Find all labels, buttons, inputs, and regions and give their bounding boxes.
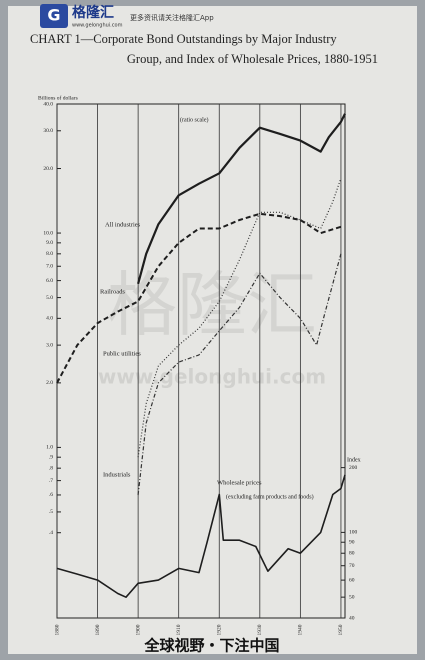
y2-tick-label: 70 [349, 563, 355, 569]
annotation: (excluding farm products and foods) [226, 493, 314, 500]
y-tick-label: 30.0 [43, 128, 53, 134]
y-tick-label: .7 [49, 478, 53, 484]
y2-tick-label: 200 [349, 465, 358, 471]
y2-tick-label: 60 [349, 577, 355, 583]
y2-tick-label: 40 [349, 615, 355, 621]
footer: 全球视野・下注中国 [143, 637, 279, 655]
series-line [137, 253, 342, 496]
logo-icon [40, 4, 68, 28]
x-tick-label: 1930 [257, 624, 263, 635]
y-tick-label: 20.0 [43, 166, 53, 172]
logo-text: 格隆汇 [72, 4, 114, 21]
y-tick-label: .9 [49, 454, 53, 460]
y-tick-label: 40.0 [43, 101, 53, 107]
y-tick-label: 7.0 [46, 264, 53, 270]
logo-mark: G [47, 6, 60, 25]
y2-tick-label: 80 [349, 551, 355, 557]
x-tick-label: 1880 [54, 624, 60, 635]
y-tick-label: .4 [49, 530, 53, 536]
y-tick-label: .5 [49, 509, 53, 515]
chart-title: CHART 1—Corporate Bond Outstandings by M… [30, 32, 337, 46]
y-tick-label: 1.0 [46, 445, 53, 451]
y-tick-label: 3.0 [46, 342, 53, 348]
x-tick-label: 1900 [135, 624, 141, 635]
y-tick-label: 10.0 [43, 230, 53, 236]
y-tick-label: 5.0 [46, 295, 53, 301]
series-line [56, 212, 342, 384]
y-tick-label: .6 [49, 492, 53, 498]
series-line [137, 178, 342, 458]
watermark-url: www.gelonghui.com [98, 365, 326, 389]
y-tick-label: .8 [49, 465, 53, 471]
x-tick-label: 1910 [176, 624, 182, 635]
logo-url: www.gelonghui.com [72, 23, 123, 29]
x-tick-label: 1950 [338, 624, 344, 635]
y-tick-label: 8.0 [46, 251, 53, 257]
series-label: Industrials [103, 471, 131, 478]
chart-title: Group, and Index of Wholesale Prices, 18… [127, 52, 378, 66]
series-label: Railroads [100, 288, 125, 295]
y2-axis-label: Index [347, 457, 361, 463]
y-tick-label: 2.0 [46, 380, 53, 386]
series-label: All industries [105, 221, 141, 228]
x-tick-label: 1890 [95, 624, 101, 635]
y-tick-label: 4.0 [46, 316, 53, 322]
y-tick-label: 6.0 [46, 278, 53, 284]
y-tick-label: 9.0 [46, 240, 53, 246]
paper-bg [8, 6, 417, 654]
series-line [56, 474, 346, 598]
x-tick-label: 1920 [217, 624, 223, 635]
watermark: 格隆汇 [107, 264, 317, 346]
slogan: 更多资讯请关注格隆汇App [130, 13, 214, 22]
y2-tick-label: 50 [349, 594, 355, 600]
series-line [137, 113, 346, 285]
series-label: Public utilities [103, 350, 141, 357]
y2-tick-label: 90 [349, 539, 355, 545]
y2-tick-label: 100 [349, 530, 358, 536]
annotation: (ratio scale) [180, 116, 208, 123]
y-axis-label: Billions of dollars [38, 94, 78, 101]
series-label: Wholesale prices [217, 479, 262, 486]
x-tick-label: 1940 [298, 624, 304, 635]
